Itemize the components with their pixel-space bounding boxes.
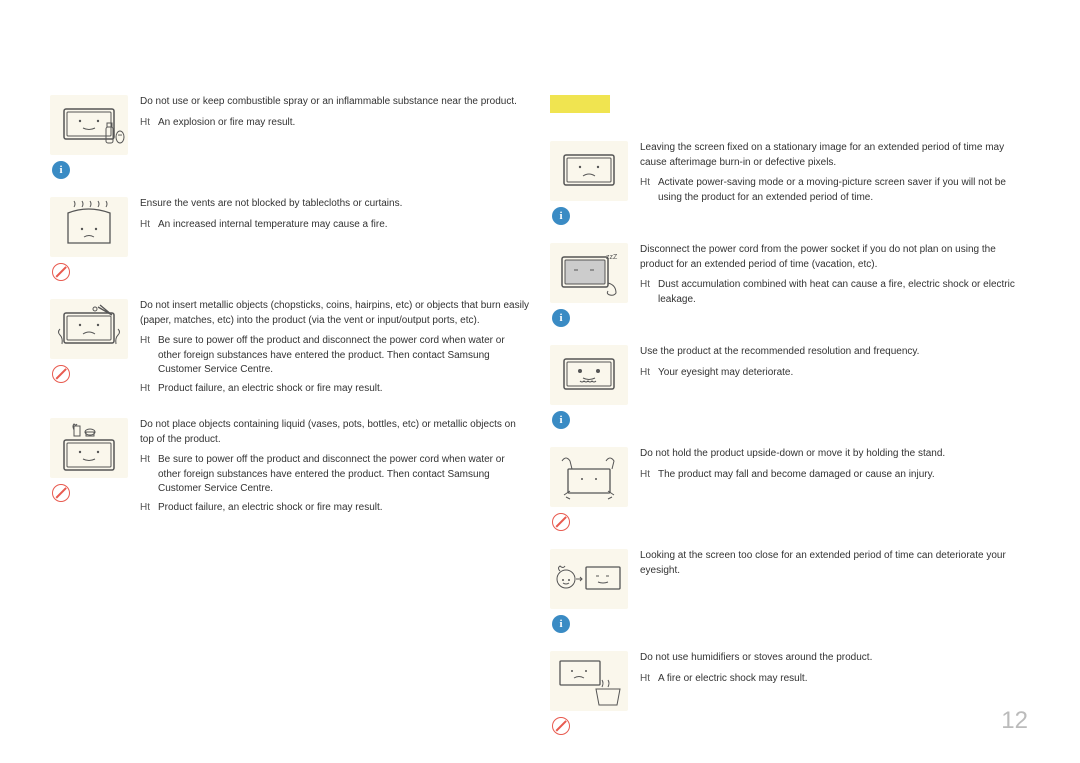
bullet-prefix: Ht xyxy=(640,672,650,687)
sub-row: Ht Dust accumulation combined with heat c… xyxy=(640,278,1030,307)
liquid-illustration xyxy=(50,418,128,478)
safety-block: Do not hold the product upside-down or m… xyxy=(550,447,1030,531)
sub-text: An increased internal temperature may ca… xyxy=(158,218,530,233)
prohibition-icon xyxy=(552,717,570,735)
main-text: Do not hold the product upside-down or m… xyxy=(640,447,1030,462)
humidifier-illustration xyxy=(550,651,628,711)
safety-block: i Leaving the screen fixed on a stationar… xyxy=(550,141,1030,225)
text-column: Leaving the screen fixed on a stationary… xyxy=(640,141,1030,209)
text-column: Disconnect the power cord from the power… xyxy=(640,243,1030,311)
resolution-illustration xyxy=(550,345,628,405)
main-text: Do not insert metallic objects (chopstic… xyxy=(140,299,530,328)
text-column: Use the product at the recommended resol… xyxy=(640,345,1030,384)
bullet-prefix: Ht xyxy=(140,218,150,233)
sub-text: Be sure to power off the product and dis… xyxy=(158,334,530,378)
main-text: Do not use humidifiers or stoves around … xyxy=(640,651,1030,666)
eyesight-illustration xyxy=(550,549,628,609)
safety-block: i Use the product at the recommended reso… xyxy=(550,345,1030,429)
sub-row: Ht Activate power-saving mode or a moving… xyxy=(640,176,1030,205)
bullet-prefix: Ht xyxy=(140,453,150,497)
icon-column xyxy=(50,418,128,502)
bullet-prefix: Ht xyxy=(140,116,150,131)
sub-text: A fire or electric shock may result. xyxy=(658,672,1030,687)
icon-column xyxy=(550,447,628,531)
prohibition-icon xyxy=(52,263,70,281)
main-text: Do not use or keep combustible spray or … xyxy=(140,95,530,110)
main-text: Do not place objects containing liquid (… xyxy=(140,418,530,447)
text-column: Do not use humidifiers or stoves around … xyxy=(640,651,1030,690)
text-column: Looking at the screen too close for an e… xyxy=(640,549,1030,584)
sub-row: HtBe sure to power off the product and d… xyxy=(140,453,530,497)
info-icon: i xyxy=(552,411,570,429)
sub-text: Be sure to power off the product and dis… xyxy=(158,453,530,497)
bullet-prefix: Ht xyxy=(640,366,650,381)
bullet-prefix: Ht xyxy=(140,382,150,397)
sub-text: Activate power-saving mode or a moving-p… xyxy=(658,176,1030,205)
prohibition-icon xyxy=(552,513,570,531)
info-icon: i xyxy=(552,615,570,633)
icon-column xyxy=(550,651,628,735)
vents-illustration xyxy=(50,197,128,257)
icon-column: i xyxy=(50,95,128,179)
sub-text: Product failure, an electric shock or fi… xyxy=(158,501,530,516)
sub-row: Ht Product failure, an electric shock or … xyxy=(140,382,530,397)
safety-block: Do not insert metallic objects (chopstic… xyxy=(50,299,530,400)
main-text: Looking at the screen too close for an e… xyxy=(640,549,1030,578)
bullet-prefix: Ht xyxy=(140,501,150,516)
sub-row: Ht A fire or electric shock may result. xyxy=(640,672,1030,687)
main-text: Use the product at the recommended resol… xyxy=(640,345,1030,360)
sub-text: Your eyesight may deteriorate. xyxy=(658,366,1030,381)
sub-row: Ht Product failure, an electric shock or … xyxy=(140,501,530,516)
icon-column xyxy=(50,299,128,383)
main-text: Leaving the screen fixed on a stationary… xyxy=(640,141,1030,170)
info-icon: i xyxy=(52,161,70,179)
metal-illustration xyxy=(50,299,128,359)
icon-column xyxy=(50,197,128,281)
left-column: i Do not use or keep combustible spray or… xyxy=(50,95,530,735)
prohibition-icon xyxy=(52,484,70,502)
info-icon: i xyxy=(552,207,570,225)
bullet-prefix: Ht xyxy=(140,334,150,378)
icon-column: i xyxy=(550,549,628,633)
icon-column: i xyxy=(550,345,628,429)
safety-block: i Looking at the screen too close for an … xyxy=(550,549,1030,633)
sub-text: An explosion or fire may result. xyxy=(158,116,530,131)
spray-illustration xyxy=(50,95,128,155)
burnin-illustration xyxy=(550,141,628,201)
safety-block: Ensure the vents are not blocked by tabl… xyxy=(50,197,530,281)
sub-text: Product failure, an electric shock or fi… xyxy=(158,382,530,397)
safety-block: i Disconnect the power cord from the powe… xyxy=(550,243,1030,327)
sub-row: Ht The product may fall and become damage… xyxy=(640,468,1030,483)
main-text: Ensure the vents are not blocked by tabl… xyxy=(140,197,530,212)
bullet-prefix: Ht xyxy=(640,468,650,483)
text-column: Do not insert metallic objects (chopstic… xyxy=(140,299,530,400)
sub-text: Dust accumulation combined with heat can… xyxy=(658,278,1030,307)
sub-row: Ht An increased internal temperature may … xyxy=(140,218,530,233)
bullet-prefix: Ht xyxy=(640,278,650,307)
page-content: i Do not use or keep combustible spray or… xyxy=(0,0,1080,755)
text-column: Do not hold the product upside-down or m… xyxy=(640,447,1030,486)
text-column: Do not use or keep combustible spray or … xyxy=(140,95,530,134)
text-column: Do not place objects containing liquid (… xyxy=(140,418,530,519)
icon-column: i xyxy=(550,243,628,327)
safety-block: i Do not use or keep combustible spray or… xyxy=(50,95,530,179)
sub-text: The product may fall and become damaged … xyxy=(658,468,1030,483)
prohibition-icon xyxy=(52,365,70,383)
right-column: i Leaving the screen fixed on a stationar… xyxy=(550,95,1030,735)
icon-column: i xyxy=(550,141,628,225)
safety-block: Do not place objects containing liquid (… xyxy=(50,418,530,519)
main-text: Disconnect the power cord from the power… xyxy=(640,243,1030,272)
text-column: Ensure the vents are not blocked by tabl… xyxy=(140,197,530,236)
bullet-prefix: Ht xyxy=(640,176,650,205)
sub-row: Ht Your eyesight may deteriorate. xyxy=(640,366,1030,381)
caution-separator xyxy=(550,95,610,113)
sub-row: HtBe sure to power off the product and d… xyxy=(140,334,530,378)
safety-block: Do not use humidifiers or stoves around … xyxy=(550,651,1030,735)
upside-illustration xyxy=(550,447,628,507)
info-icon: i xyxy=(552,309,570,327)
sub-row: Ht An explosion or fire may result. xyxy=(140,116,530,131)
sleep-illustration xyxy=(550,243,628,303)
page-number: 12 xyxy=(1001,707,1028,735)
